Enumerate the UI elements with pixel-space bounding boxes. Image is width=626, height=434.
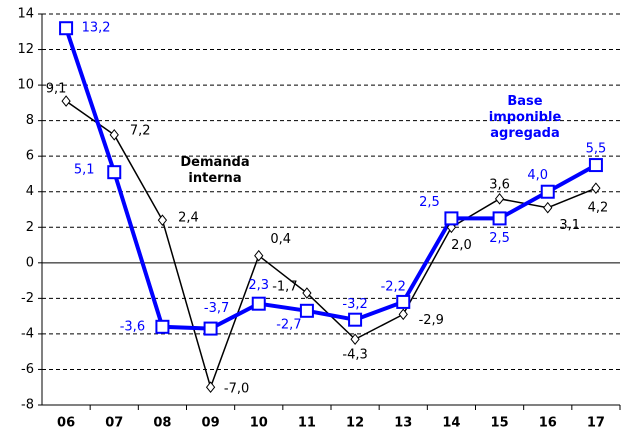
data-label: -1,7	[272, 280, 297, 295]
data-label: -2,2	[381, 279, 406, 294]
marker	[59, 21, 74, 36]
series-line	[65, 100, 597, 390]
y-tick-label: -4	[21, 326, 34, 341]
series-annotation: Base imponible agregada	[488, 94, 562, 141]
x-tick-label: 13	[394, 416, 412, 431]
x-tick-label: 15	[491, 416, 509, 431]
data-label: 4,2	[588, 201, 609, 216]
marker	[203, 321, 218, 336]
data-label: 13,2	[82, 21, 111, 36]
marker	[107, 165, 122, 180]
marker	[444, 211, 459, 226]
series-line	[64, 27, 597, 331]
marker	[109, 129, 119, 141]
x-tick-label: 09	[202, 416, 220, 431]
y-tick-label: 10	[17, 78, 34, 93]
data-label: 2,4	[178, 211, 199, 226]
data-label: 9,1	[46, 82, 67, 97]
marker	[254, 249, 264, 262]
data-label: 7,2	[130, 123, 151, 138]
marker	[348, 312, 363, 327]
y-tick-label: -6	[21, 362, 34, 377]
x-tick-label: 14	[442, 416, 460, 431]
x-tick-label: 07	[105, 416, 123, 431]
marker	[588, 158, 603, 173]
data-label: -7,0	[224, 382, 249, 397]
data-label: 4,0	[527, 168, 548, 183]
marker	[398, 308, 408, 321]
x-tick-label: 11	[298, 416, 316, 431]
data-label: 0,4	[270, 232, 291, 247]
x-tick-label: 12	[346, 416, 364, 431]
data-label: -2,7	[276, 317, 301, 332]
y-tick-label: -2	[21, 291, 34, 306]
data-label: -3,7	[204, 301, 229, 316]
data-label: 2,0	[451, 238, 472, 253]
marker	[492, 211, 507, 226]
x-tick-label: 10	[250, 416, 268, 431]
marker	[155, 319, 170, 334]
data-label: 2,3	[248, 278, 269, 293]
marker	[494, 193, 505, 205]
y-tick-label: -8	[21, 398, 34, 413]
data-label: 3,6	[489, 177, 510, 192]
data-label: -3,2	[342, 297, 367, 312]
data-label: -4,3	[342, 348, 367, 363]
marker	[591, 182, 601, 194]
marker	[61, 95, 71, 107]
y-tick-label: 14	[17, 7, 34, 22]
y-tick-label: 2	[26, 220, 34, 235]
data-label: 5,1	[74, 163, 95, 178]
x-tick-label: 06	[57, 416, 75, 431]
marker	[396, 294, 411, 309]
x-tick-label: 08	[153, 416, 171, 431]
y-tick-label: 8	[26, 113, 34, 128]
data-label: 3,1	[559, 218, 580, 233]
y-tick-label: 6	[26, 149, 34, 164]
marker	[299, 303, 314, 318]
y-tick-label: 12	[17, 42, 34, 57]
marker	[540, 184, 555, 199]
x-tick-label: 16	[539, 416, 557, 431]
marker	[302, 287, 312, 299]
data-label: -2,9	[419, 313, 444, 328]
data-label: 5,5	[586, 142, 607, 157]
series-annotation: Demanda interna	[180, 155, 250, 186]
x-tick-label: 17	[587, 416, 605, 431]
marker	[543, 201, 553, 214]
marker	[205, 381, 216, 394]
data-label: 2,5	[489, 231, 510, 246]
data-label: -3,6	[120, 319, 145, 334]
marker	[350, 333, 360, 346]
y-tick-label: 0	[26, 255, 34, 270]
marker	[251, 296, 266, 311]
marker	[157, 214, 168, 226]
y-tick-label: 4	[26, 184, 34, 199]
data-label: 2,5	[419, 195, 440, 210]
